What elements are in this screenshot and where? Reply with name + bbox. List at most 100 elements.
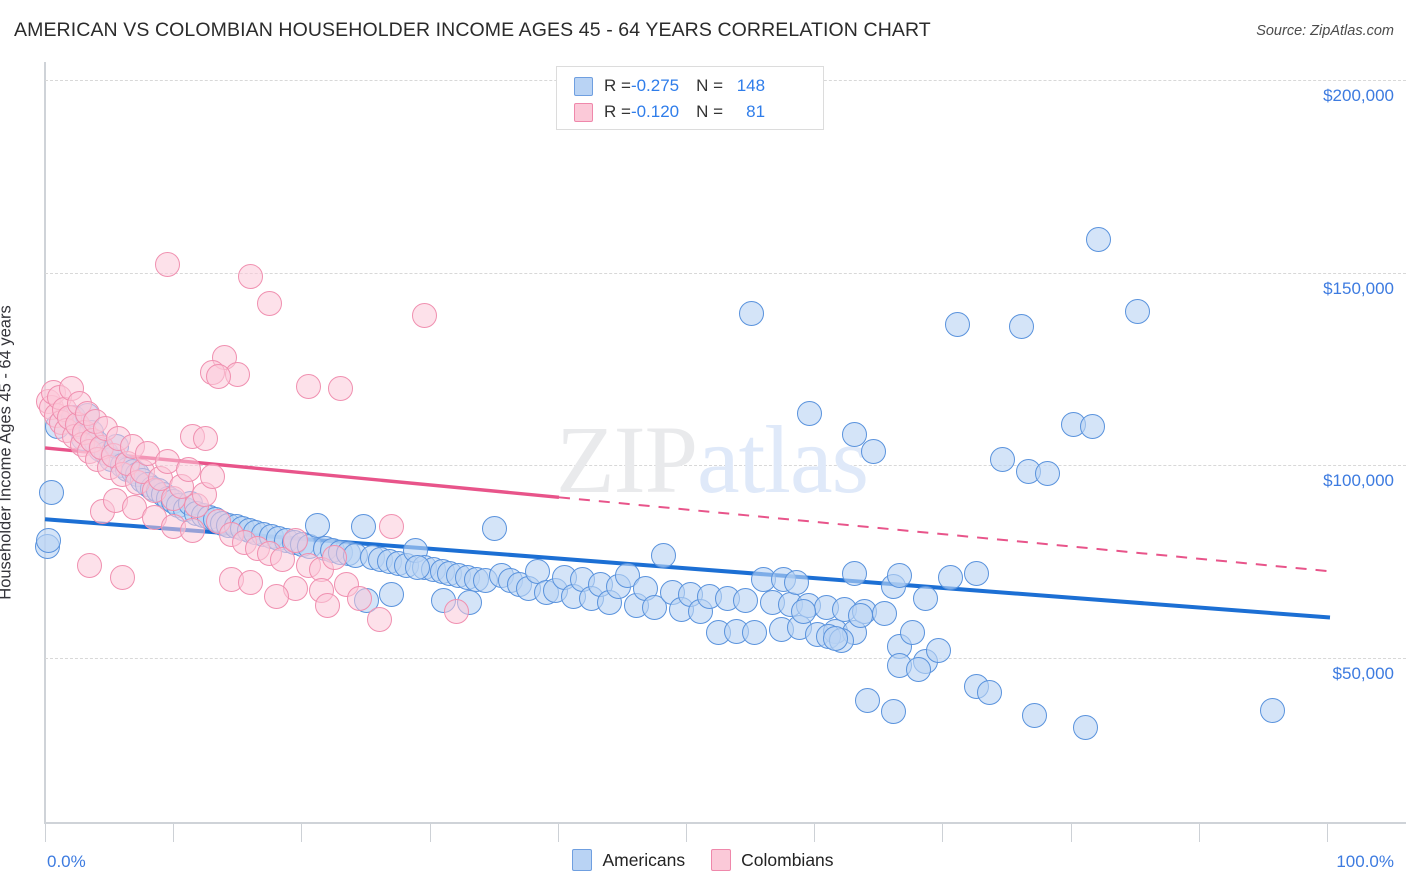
correlation-stats-row: R = -0.120 N = 81 — [557, 99, 823, 125]
scatter-point-blue[interactable] — [1086, 227, 1112, 253]
scatter-point-blue[interactable] — [482, 516, 508, 542]
scatter-point-pink[interactable] — [411, 302, 437, 328]
x-axis-tick — [1199, 824, 1200, 842]
scatter-point-blue[interactable] — [1009, 314, 1035, 340]
x-axis-tick — [814, 824, 815, 842]
scatter-point-pink[interactable] — [263, 583, 289, 609]
scatter-point-pink[interactable] — [199, 464, 225, 490]
scatter-point-blue[interactable] — [36, 527, 62, 553]
scatter-point-blue[interactable] — [38, 479, 64, 505]
y-axis-tick-label: $100,000 — [1323, 471, 1394, 491]
scatter-point-pink[interactable] — [154, 252, 180, 278]
scatter-point-blue[interactable] — [1034, 460, 1060, 486]
scatter-point-pink[interactable] — [193, 425, 219, 451]
scatter-point-blue[interactable] — [899, 620, 925, 646]
scatter-point-pink[interactable] — [366, 606, 392, 632]
scatter-point-blue[interactable] — [351, 514, 377, 540]
scatter-point-blue[interactable] — [405, 554, 431, 580]
x-axis-tick — [45, 824, 46, 842]
series-legend: Americans Colombians — [0, 849, 1406, 871]
scatter-point-blue[interactable] — [1079, 414, 1105, 440]
series-legend-label: Colombians — [741, 849, 834, 870]
scatter-point-blue[interactable] — [912, 585, 938, 611]
y-axis-tick-label: $50,000 — [1332, 664, 1394, 683]
scatter-point-pink[interactable] — [238, 570, 264, 596]
scatter-point-blue[interactable] — [650, 543, 676, 569]
scatter-point-blue[interactable] — [944, 312, 970, 338]
scatter-point-pink[interactable] — [109, 564, 135, 590]
watermark: ZIPatlas — [556, 404, 869, 515]
x-axis-max-label: 100.0% — [1336, 852, 1394, 871]
scatter-point-blue[interactable] — [790, 599, 816, 625]
scatter-point-blue[interactable] — [887, 562, 913, 588]
scatter-point-blue[interactable] — [854, 687, 880, 713]
scatter-point-blue[interactable] — [739, 300, 765, 326]
gridline — [45, 465, 1406, 467]
series-legend-item-americans[interactable]: Americans — [572, 849, 685, 871]
scatter-point-blue[interactable] — [925, 637, 951, 663]
x-axis-tick — [1071, 824, 1072, 842]
scatter-point-blue[interactable] — [964, 560, 990, 586]
scatter-point-blue[interactable] — [1021, 703, 1047, 729]
x-axis-tick — [558, 824, 559, 842]
n-value: 148 — [736, 76, 766, 95]
n-label: N = — [696, 102, 724, 121]
scatter-point-pink[interactable] — [238, 264, 264, 290]
scatter-point-blue[interactable] — [379, 581, 405, 607]
legend-swatch-pink — [574, 102, 593, 122]
scatter-point-pink[interactable] — [328, 375, 354, 401]
r-label: R = — [604, 102, 631, 121]
scatter-point-blue[interactable] — [1124, 298, 1150, 324]
x-axis-tick — [173, 824, 174, 842]
scatter-point-blue[interactable] — [906, 657, 932, 683]
scatter-point-blue[interactable] — [304, 512, 330, 538]
scatter-point-blue[interactable] — [614, 562, 640, 588]
scatter-point-blue[interactable] — [938, 564, 964, 590]
scatter-point-pink[interactable] — [205, 364, 231, 390]
watermark-atlas: atlas — [697, 406, 869, 513]
scatter-point-pink[interactable] — [135, 441, 161, 467]
scatter-point-pink[interactable] — [347, 585, 373, 611]
y-axis-line — [44, 62, 46, 824]
y-axis-title: Householder Income Ages 45 - 64 years — [0, 305, 15, 600]
x-axis-min-label: 0.0% — [47, 852, 86, 871]
scatter-point-pink[interactable] — [295, 373, 321, 399]
scatter-point-pink[interactable] — [77, 553, 103, 579]
scatter-point-blue[interactable] — [1259, 697, 1285, 723]
scatter-point-blue[interactable] — [871, 601, 897, 627]
scatter-point-blue[interactable] — [797, 400, 823, 426]
series-legend-label: Americans — [602, 849, 686, 870]
source-attribution: Source: ZipAtlas.com — [1256, 23, 1394, 39]
scatter-point-blue[interactable] — [784, 570, 810, 596]
scatter-point-blue[interactable] — [741, 620, 767, 646]
scatter-point-pink[interactable] — [443, 599, 469, 625]
scatter-point-blue[interactable] — [524, 558, 550, 584]
scatter-point-blue[interactable] — [1073, 714, 1099, 740]
scatter-point-pink[interactable] — [315, 593, 341, 619]
r-value: -0.275 — [630, 76, 680, 95]
series-legend-item-colombians[interactable]: Colombians — [711, 849, 834, 871]
x-axis-tick — [942, 824, 943, 842]
scatter-point-blue[interactable] — [989, 447, 1015, 473]
scatter-point-pink[interactable] — [180, 518, 206, 544]
scatter-point-pink[interactable] — [283, 527, 309, 553]
x-axis-tick — [430, 824, 431, 842]
scatter-point-pink[interactable] — [321, 545, 347, 571]
scatter-point-blue[interactable] — [842, 560, 868, 586]
scatter-point-pink[interactable] — [379, 514, 405, 540]
scatter-point-blue[interactable] — [842, 422, 868, 447]
scatter-point-blue[interactable] — [848, 603, 874, 629]
scatter-point-pink[interactable] — [205, 508, 231, 534]
x-axis-line — [45, 822, 1406, 824]
n-label: N = — [696, 76, 724, 95]
scatter-point-blue[interactable] — [880, 699, 906, 725]
scatter-point-blue[interactable] — [732, 587, 758, 613]
scatter-point-pink[interactable] — [257, 290, 283, 316]
x-axis-tick — [686, 824, 687, 842]
scatter-point-blue[interactable] — [976, 680, 1002, 706]
scatter-point-blue[interactable] — [861, 439, 887, 465]
gridline — [45, 658, 1406, 659]
scatter-point-pink[interactable] — [176, 456, 202, 482]
scatter-point-blue[interactable] — [822, 626, 848, 652]
